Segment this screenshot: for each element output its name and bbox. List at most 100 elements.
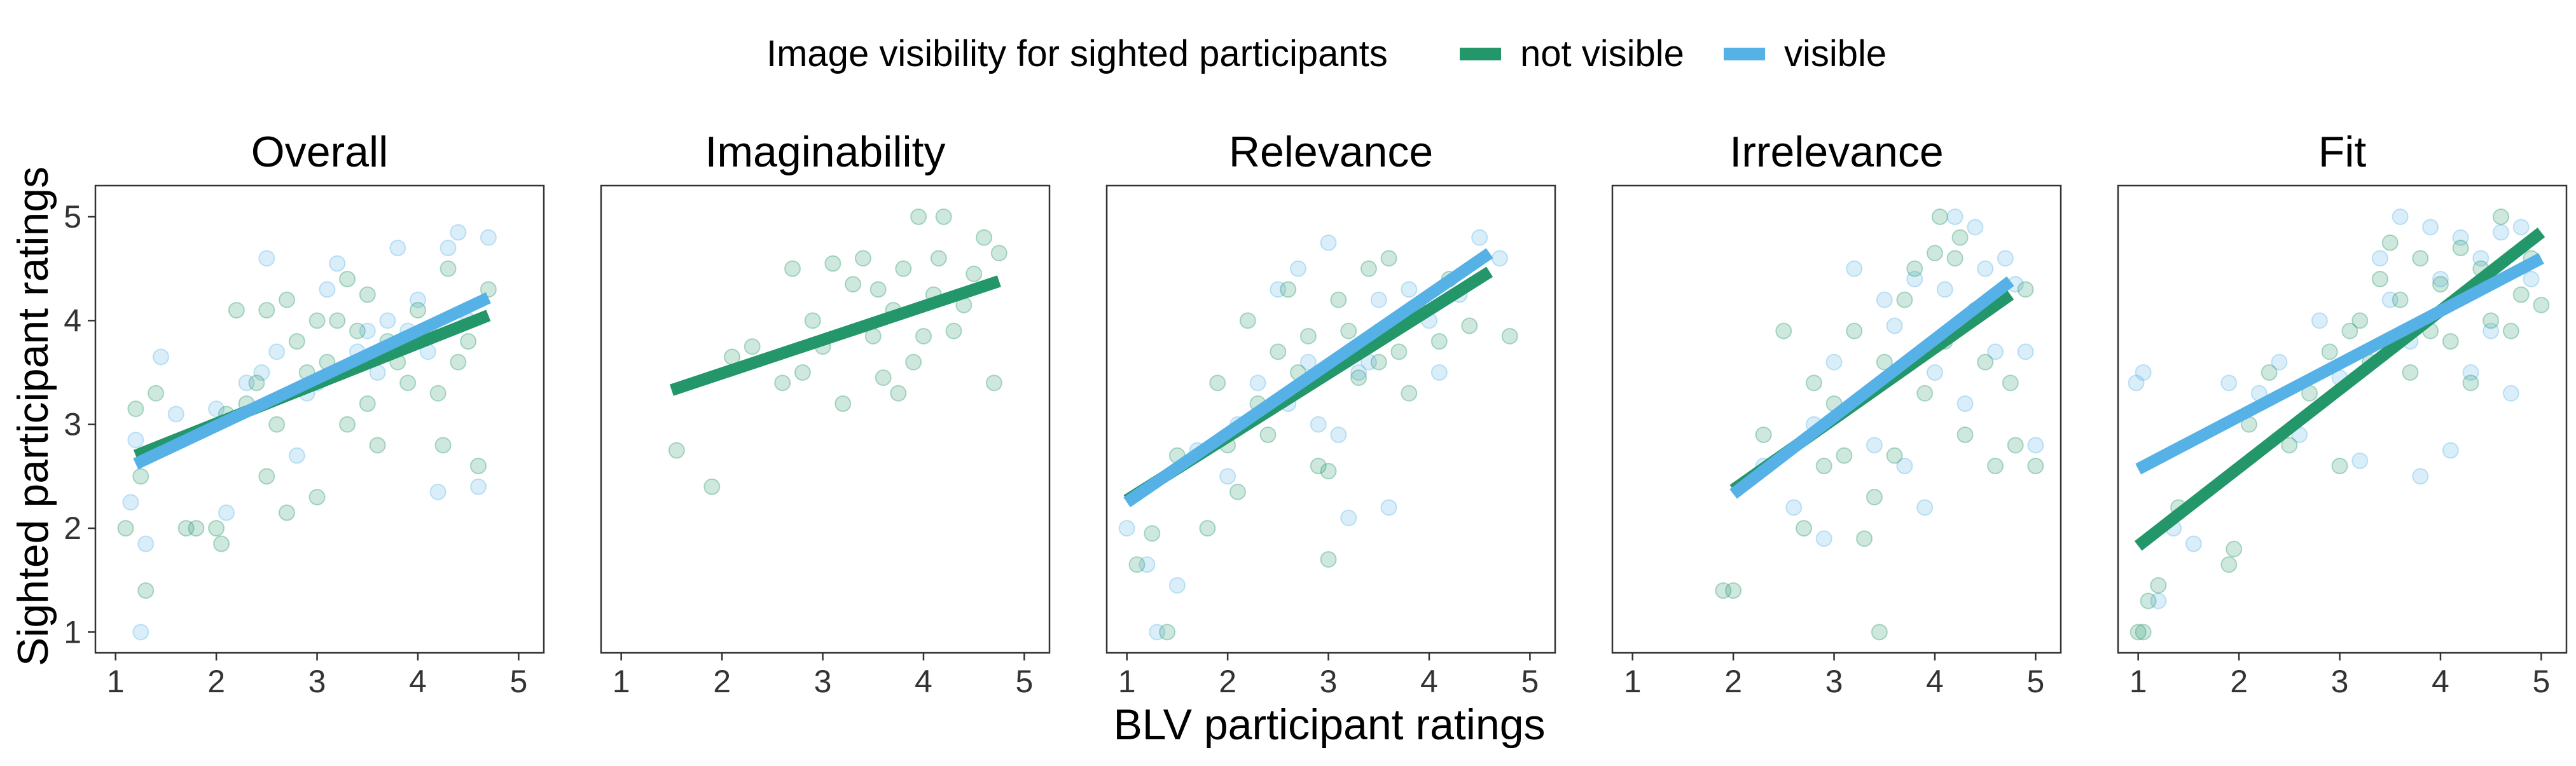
y-axis-title: Sighted participant ratings <box>9 167 57 666</box>
fit-line-visible <box>133 292 491 470</box>
data-point-visible <box>379 312 396 329</box>
data-point-not-visible <box>329 312 346 329</box>
data-point-not-visible <box>1931 209 1948 225</box>
x-tick-label: 3 <box>814 664 832 699</box>
data-point-not-visible <box>2533 296 2550 313</box>
data-point-visible <box>1139 556 1156 573</box>
data-point-not-visible <box>1199 520 1216 537</box>
data-point-visible <box>258 250 275 267</box>
data-point-not-visible <box>1401 385 1418 402</box>
data-point-not-visible <box>460 333 477 350</box>
x-tick-label: 2 <box>1219 664 1236 699</box>
data-point-visible <box>1815 530 1832 547</box>
x-tick-label: 2 <box>2230 664 2248 699</box>
data-point-not-visible <box>966 265 983 282</box>
x-axis-title: BLV participant ratings <box>1113 701 1545 749</box>
data-point-visible <box>2150 592 2167 610</box>
data-point-not-visible <box>1229 483 1246 500</box>
fit-line-visible <box>2135 252 2544 475</box>
data-point-not-visible <box>2321 343 2338 360</box>
data-point-visible <box>1997 250 2014 267</box>
data-point-not-visible <box>188 520 205 537</box>
data-point-visible <box>253 364 270 381</box>
data-point-not-visible <box>910 209 927 225</box>
data-point-not-visible <box>279 291 296 308</box>
data-point-not-visible <box>2331 458 2348 474</box>
data-point-visible <box>2185 535 2202 552</box>
data-point-visible <box>2371 250 2388 267</box>
fit-line-not-visible <box>2134 228 2545 551</box>
x-tick-label: 1 <box>613 664 630 699</box>
data-point-visible <box>1330 427 1347 443</box>
data-point-not-visible <box>268 416 286 433</box>
data-point-not-visible <box>2281 437 2298 454</box>
data-point-visible <box>1168 577 1186 594</box>
data-point-not-visible <box>2392 291 2409 308</box>
x-tick-label: 4 <box>915 664 932 699</box>
data-point-not-visible <box>869 281 887 298</box>
data-point-visible <box>1785 499 1803 516</box>
data-point-not-visible <box>1796 520 1813 537</box>
fit-line-visible <box>1729 276 2014 499</box>
data-point-visible <box>1936 281 1953 298</box>
data-point-not-visible <box>2381 234 2399 251</box>
data-point-visible <box>1401 281 1418 298</box>
data-point-not-visible <box>854 250 871 267</box>
data-point-not-visible <box>915 327 932 345</box>
data-point-not-visible <box>1977 353 1994 371</box>
data-point-visible <box>167 406 184 423</box>
x-tick-label: 3 <box>308 664 326 699</box>
data-point-not-visible <box>2442 333 2459 350</box>
data-point-not-visible <box>744 338 761 355</box>
data-point-not-visible <box>990 245 1008 262</box>
data-point-not-visible <box>1725 582 1742 599</box>
x-tick-label: 3 <box>1825 664 1843 699</box>
data-point-not-visible <box>930 250 947 267</box>
data-point-not-visible <box>774 374 791 392</box>
data-point-visible <box>1310 416 1327 433</box>
data-point-not-visible <box>228 302 245 318</box>
data-point-visible <box>2502 385 2519 402</box>
data-point-not-visible <box>1159 624 1176 641</box>
data-point-not-visible <box>1259 427 1277 443</box>
data-point-not-visible <box>258 302 275 318</box>
data-point-not-visible <box>429 385 447 402</box>
data-point-visible <box>1956 395 1974 412</box>
x-tick-label: 5 <box>1521 664 1539 699</box>
x-tick-label: 4 <box>1926 664 1944 699</box>
data-point-not-visible <box>208 520 225 537</box>
data-point-not-visible <box>784 260 801 277</box>
data-point-visible <box>2392 209 2409 225</box>
data-point-not-visible <box>1350 369 1368 386</box>
data-point-not-visible <box>2402 364 2419 381</box>
panel-title-relevance: Relevance <box>1229 128 1433 176</box>
data-point-visible <box>389 240 406 256</box>
data-point-visible <box>2422 219 2439 236</box>
data-point-not-visible <box>1856 530 1873 547</box>
data-point-not-visible <box>2002 374 2019 392</box>
data-point-visible <box>1987 343 2004 360</box>
data-point-visible <box>1270 281 1287 298</box>
data-point-not-visible <box>117 520 134 537</box>
data-point-visible <box>1896 458 1913 474</box>
data-point-visible <box>450 224 467 241</box>
data-point-not-visible <box>1896 291 1913 308</box>
panel-title-fit: Fit <box>2318 128 2367 176</box>
data-point-not-visible <box>137 582 155 599</box>
data-point-not-visible <box>824 255 841 272</box>
data-point-not-visible <box>1846 322 1863 339</box>
data-point-visible <box>2483 322 2500 339</box>
data-point-not-visible <box>1815 458 1832 474</box>
data-point-visible <box>1149 624 1166 641</box>
data-point-not-visible <box>339 271 356 287</box>
data-point-visible <box>2220 374 2238 392</box>
data-point-visible <box>1430 364 1448 381</box>
data-point-not-visible <box>1715 582 1732 599</box>
legend-label-visible: visible <box>1784 33 1887 74</box>
data-point-not-visible <box>2483 312 2500 329</box>
data-point-visible <box>1886 317 1903 334</box>
data-point-visible <box>1977 260 1994 277</box>
data-point-visible <box>1219 468 1236 485</box>
